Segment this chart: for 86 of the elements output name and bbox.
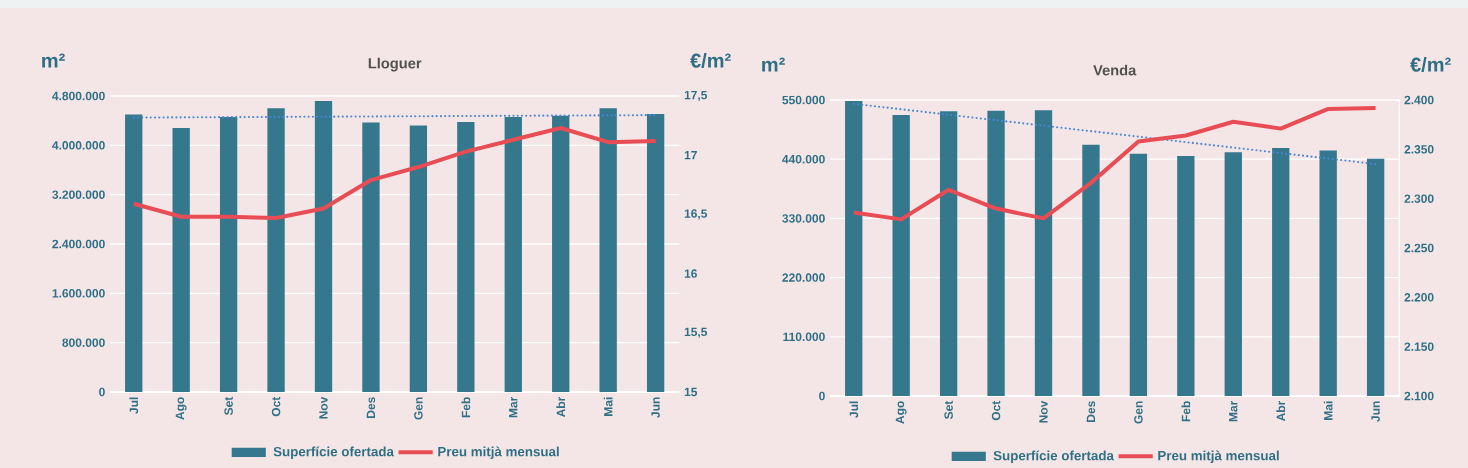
bar: [646, 113, 665, 392]
x-tick-label: Jun: [651, 397, 660, 418]
y-tick-label: 0: [819, 391, 825, 401]
x-tick-label: Mai: [1323, 401, 1333, 420]
legend-label: Preu mitjà mensual: [438, 446, 559, 459]
y2-tick-label: 2.250: [1404, 243, 1434, 253]
legend-label: Preu mitjà mensual: [1158, 450, 1279, 463]
bar: [362, 122, 380, 392]
y2-axis-title: €/m²: [1410, 57, 1451, 72]
legend-label: Superfície ofertada: [273, 446, 394, 459]
y2-tick-label: 17: [684, 151, 697, 160]
y-tick-label: 800.000: [62, 338, 105, 347]
x-tick-label: Feb: [1181, 401, 1191, 422]
bar: [892, 115, 910, 396]
bar: [457, 121, 475, 392]
bar: [1082, 144, 1100, 396]
x-tick-label: Oct: [271, 396, 281, 417]
y2-tick-label: 2.350: [1404, 145, 1434, 154]
y2-tick-label: 17,5: [684, 90, 708, 102]
y-tick-label: 550.000: [782, 95, 825, 105]
bar: [1129, 153, 1148, 396]
bar: [409, 125, 428, 392]
bar: [599, 108, 617, 392]
y2-tick-label: 2.150: [1404, 342, 1434, 351]
x-tick-label: Jul: [849, 401, 859, 418]
x-tick-label: Nov: [1039, 400, 1048, 423]
y2-tick-label: 2.200: [1404, 293, 1434, 302]
x-tick-label: Des: [1086, 401, 1096, 422]
bar: [987, 110, 1005, 396]
x-tick-label: Abr: [1276, 400, 1286, 422]
y2-tick-label: 2.400: [1404, 95, 1434, 105]
x-tick-label: Set: [224, 396, 233, 416]
y2-tick-label: 16,5: [684, 209, 708, 220]
y-tick-label: 4.800.000: [52, 91, 105, 101]
bar: [125, 114, 143, 392]
x-tick-label: Gen: [1134, 401, 1143, 424]
legend-label: Superfície ofertada: [993, 450, 1115, 463]
y-tick-label: 0: [99, 387, 105, 397]
bar: [1177, 155, 1195, 396]
bar: [504, 116, 522, 392]
y2-axis-title: €/m²: [690, 53, 731, 68]
x-tick-label: Mar: [1229, 400, 1238, 422]
bar: [1366, 158, 1385, 396]
x-tick-label: Set: [944, 400, 953, 420]
chart-title: Venda: [1093, 64, 1137, 76]
x-tick-label: Nov: [319, 396, 328, 419]
y2-tick-label: 2.300: [1404, 194, 1434, 203]
x-tick-label: Mar: [509, 396, 518, 418]
bar: [1224, 152, 1242, 396]
y-axis-title: m²: [42, 53, 65, 68]
y-tick-label: 220.000: [782, 273, 825, 282]
x-tick-label: Abr: [556, 396, 566, 418]
y-tick-label: 110.000: [783, 332, 825, 342]
y-tick-label: 2.400.000: [52, 239, 105, 249]
x-tick-label: Jul: [129, 397, 139, 414]
bar: [845, 101, 863, 396]
x-tick-label: Ago: [175, 397, 187, 420]
x-tick-label: Ago: [895, 401, 907, 424]
y-tick-label: 4.000.000: [52, 141, 105, 150]
bar: [552, 115, 570, 392]
y2-tick-label: 2.100: [1404, 391, 1434, 401]
y-tick-label: 1.600.000: [52, 289, 105, 298]
y-axis-title: m²: [762, 57, 785, 72]
bar: [939, 111, 958, 396]
y2-tick-label: 16: [684, 269, 697, 278]
bar: [1319, 150, 1337, 396]
y-tick-label: 330.000: [782, 214, 825, 223]
line-series: [131, 125, 658, 220]
chart-title: Lloguer: [368, 57, 422, 72]
x-tick-label: Oct: [991, 400, 1001, 421]
y-tick-label: 440.000: [782, 154, 825, 164]
x-tick-label: Mai: [603, 397, 613, 416]
bar: [314, 100, 333, 392]
bar: [1034, 110, 1053, 396]
y2-tick-label: 15: [684, 387, 698, 397]
bar: [1272, 147, 1290, 396]
line-series: [851, 105, 1378, 222]
bar: [267, 108, 285, 392]
bar: [219, 116, 238, 392]
bar: [172, 128, 190, 392]
y-tick-label: 3.200.000: [52, 190, 105, 199]
x-tick-label: Des: [366, 397, 376, 418]
y2-tick-label: 15,5: [684, 327, 708, 338]
x-tick-label: Feb: [461, 397, 471, 418]
x-tick-label: Gen: [414, 397, 423, 420]
x-tick-label: Jun: [1371, 401, 1380, 422]
